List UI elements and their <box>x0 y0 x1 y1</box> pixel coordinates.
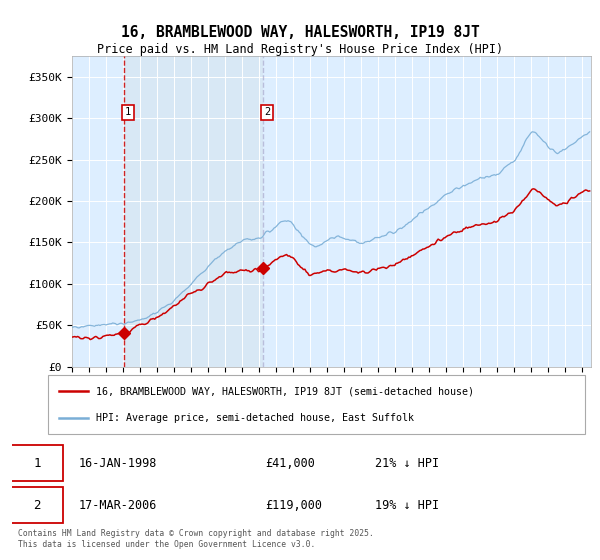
Text: 19% ↓ HPI: 19% ↓ HPI <box>375 499 439 512</box>
Text: 16-JAN-1998: 16-JAN-1998 <box>78 457 157 470</box>
Bar <box>124 56 263 367</box>
Text: 1: 1 <box>125 108 131 118</box>
Text: Price paid vs. HM Land Registry's House Price Index (HPI): Price paid vs. HM Land Registry's House … <box>97 43 503 56</box>
Text: Contains HM Land Registry data © Crown copyright and database right 2025.
This d: Contains HM Land Registry data © Crown c… <box>18 529 374 549</box>
FancyBboxPatch shape <box>48 375 585 434</box>
Text: 17-MAR-2006: 17-MAR-2006 <box>78 499 157 512</box>
Text: 1: 1 <box>33 457 41 470</box>
FancyBboxPatch shape <box>11 445 62 482</box>
Text: 2: 2 <box>264 108 270 118</box>
Text: HPI: Average price, semi-detached house, East Suffolk: HPI: Average price, semi-detached house,… <box>97 413 415 423</box>
Text: £41,000: £41,000 <box>265 457 316 470</box>
FancyBboxPatch shape <box>11 487 62 524</box>
Text: £119,000: £119,000 <box>265 499 322 512</box>
Text: 2: 2 <box>33 499 41 512</box>
Text: 21% ↓ HPI: 21% ↓ HPI <box>375 457 439 470</box>
Text: 16, BRAMBLEWOOD WAY, HALESWORTH, IP19 8JT: 16, BRAMBLEWOOD WAY, HALESWORTH, IP19 8J… <box>121 25 479 40</box>
Text: 16, BRAMBLEWOOD WAY, HALESWORTH, IP19 8JT (semi-detached house): 16, BRAMBLEWOOD WAY, HALESWORTH, IP19 8J… <box>97 386 475 396</box>
